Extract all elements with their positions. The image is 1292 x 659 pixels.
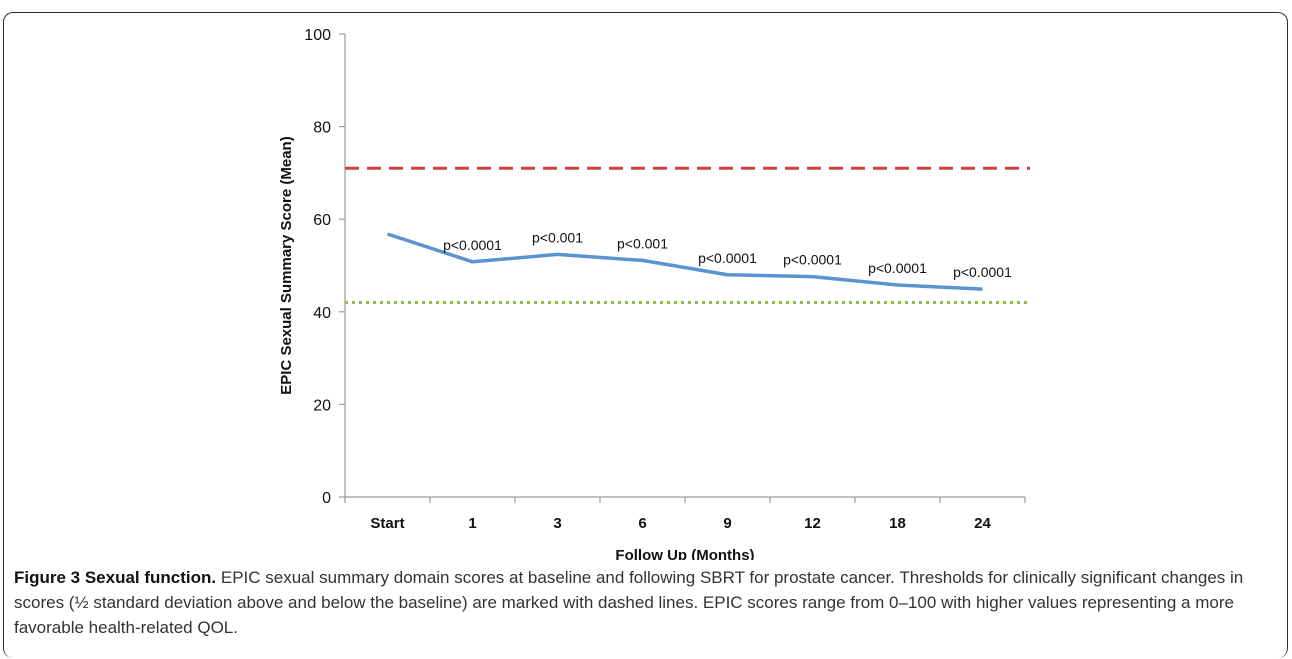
- chart-axes: 0 20 40 60 80 100 Start 1 3 6 9 12 18 24: [304, 27, 1026, 532]
- figure-frame: [3, 12, 1288, 658]
- reference-lines: [345, 166, 1030, 305]
- y-tick-label: 80: [313, 120, 331, 137]
- x-tick-label: 9: [723, 515, 731, 532]
- x-tick-label: 18: [889, 515, 906, 532]
- p-value-label: p<0.0001: [783, 252, 842, 268]
- y-tick-label: 20: [313, 397, 331, 414]
- y-tick-label: 100: [304, 27, 331, 44]
- x-tick-label: Start: [370, 515, 404, 532]
- x-tick-label: 1: [468, 515, 476, 532]
- x-tick-label: 6: [638, 515, 646, 532]
- caption-title: Figure 3 Sexual function.: [14, 568, 217, 587]
- p-value-label: p<0.001: [532, 229, 583, 245]
- caption-text: EPIC sexual summary domain scores at bas…: [14, 568, 1244, 637]
- p-value-label: p<0.0001: [953, 264, 1012, 280]
- y-tick-label: 0: [322, 490, 331, 507]
- series-group: [386, 232, 983, 291]
- p-value-label: p<0.001: [617, 235, 668, 251]
- x-tick-label: 12: [804, 515, 821, 532]
- p-value-label: p<0.0001: [443, 237, 502, 253]
- p-value-label: p<0.0001: [698, 250, 757, 266]
- p-value-label: p<0.0001: [868, 260, 927, 276]
- series-line: [386, 232, 983, 291]
- y-tick-label: 60: [313, 212, 331, 229]
- x-tick-label: 24: [974, 515, 991, 532]
- y-axis-title: EPIC Sexual Summary Score (Mean): [278, 136, 295, 394]
- figure-caption: Figure 3 Sexual function. EPIC sexual su…: [14, 565, 1276, 640]
- x-axis-title: Follow Up (Months): [615, 547, 754, 560]
- line-chart: 0 20 40 60 80 100 Start 1 3 6 9 12 18 24 Follow Up (M…: [278, 27, 1030, 560]
- y-tick-label: 40: [313, 305, 331, 322]
- chart-labels: Follow Up (Months) EPIC Sexual Summary Sc…: [278, 136, 1012, 560]
- x-tick-label: 3: [553, 515, 561, 532]
